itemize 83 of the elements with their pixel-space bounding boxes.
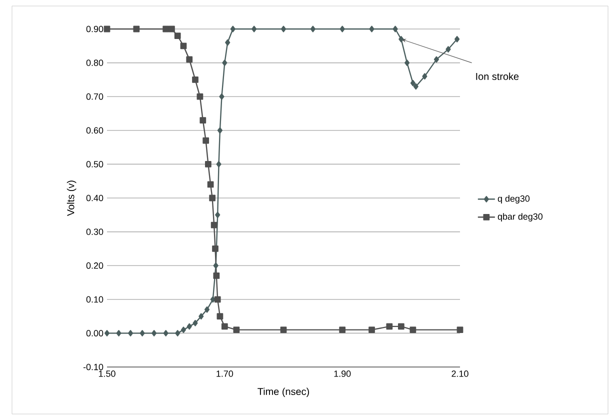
point xyxy=(369,26,374,32)
point xyxy=(413,83,418,90)
point xyxy=(186,56,193,63)
point xyxy=(392,26,398,32)
point xyxy=(196,93,204,100)
point xyxy=(222,60,228,66)
x-tick-label: 1.90 xyxy=(334,370,351,377)
point xyxy=(152,330,157,336)
y-tick-label: 0.20 xyxy=(86,262,104,269)
y-tick-label: 0.00 xyxy=(86,330,104,336)
point xyxy=(398,323,404,330)
point xyxy=(310,26,316,32)
point xyxy=(140,330,145,336)
point xyxy=(213,272,220,279)
point xyxy=(340,26,345,32)
x-tick-label: 1.50 xyxy=(98,370,116,377)
point xyxy=(210,296,216,303)
y-tick-label: 0.80 xyxy=(86,60,104,66)
point xyxy=(410,326,416,334)
point xyxy=(163,330,168,336)
y-tick-label: -0.10 xyxy=(83,364,104,370)
point xyxy=(104,26,110,32)
point xyxy=(233,326,240,334)
point xyxy=(198,313,204,320)
point xyxy=(168,26,175,32)
point xyxy=(422,73,428,80)
point xyxy=(252,26,257,32)
point xyxy=(215,212,220,218)
point xyxy=(217,127,222,134)
annotation: Ion stroke xyxy=(476,72,519,80)
point xyxy=(219,93,224,100)
point xyxy=(186,323,192,330)
point xyxy=(454,36,460,42)
y-tick-label: 0.40 xyxy=(86,194,104,202)
point xyxy=(398,36,404,42)
y-tick-label: 0.70 xyxy=(86,93,104,100)
point xyxy=(216,313,224,320)
point xyxy=(225,39,230,46)
point xyxy=(230,26,236,32)
y-tick-label: 0.50 xyxy=(86,161,104,168)
point xyxy=(205,161,212,168)
point xyxy=(280,326,287,334)
point xyxy=(180,42,187,50)
point xyxy=(128,330,134,336)
x-tick-label: 1.70 xyxy=(216,370,234,377)
point xyxy=(192,76,198,83)
point xyxy=(339,326,346,334)
point xyxy=(204,306,210,313)
point xyxy=(104,330,110,336)
point xyxy=(446,46,451,52)
point xyxy=(174,32,181,39)
y-tick-label: 0.10 xyxy=(86,296,104,303)
point xyxy=(214,296,221,303)
legend-label: q deg30 xyxy=(498,195,530,204)
point xyxy=(280,26,286,32)
point xyxy=(386,323,393,330)
point xyxy=(221,323,228,330)
y-tick-label: 0.30 xyxy=(86,228,104,235)
point xyxy=(213,262,218,269)
point xyxy=(162,26,170,32)
point xyxy=(404,60,410,66)
point xyxy=(175,330,180,336)
point xyxy=(202,137,210,144)
point xyxy=(216,161,222,168)
point xyxy=(209,194,216,202)
point xyxy=(210,222,218,228)
point xyxy=(200,117,206,124)
y-tick-label: 0.90 xyxy=(86,26,104,32)
legend-label: qbar deg30 xyxy=(498,213,543,222)
x-axis-title: Time (nsec) xyxy=(258,388,309,397)
point xyxy=(207,181,214,188)
point xyxy=(434,56,440,63)
point xyxy=(180,326,186,334)
point xyxy=(192,320,198,326)
point xyxy=(410,80,416,86)
x-tick-label: 2.10 xyxy=(452,370,468,377)
y-tick-label: 0.60 xyxy=(86,127,104,134)
point xyxy=(456,326,464,334)
point xyxy=(212,246,218,252)
point xyxy=(368,326,375,334)
point xyxy=(133,26,140,32)
y-axis-title: Volts (v) xyxy=(66,180,76,216)
point xyxy=(116,330,122,336)
